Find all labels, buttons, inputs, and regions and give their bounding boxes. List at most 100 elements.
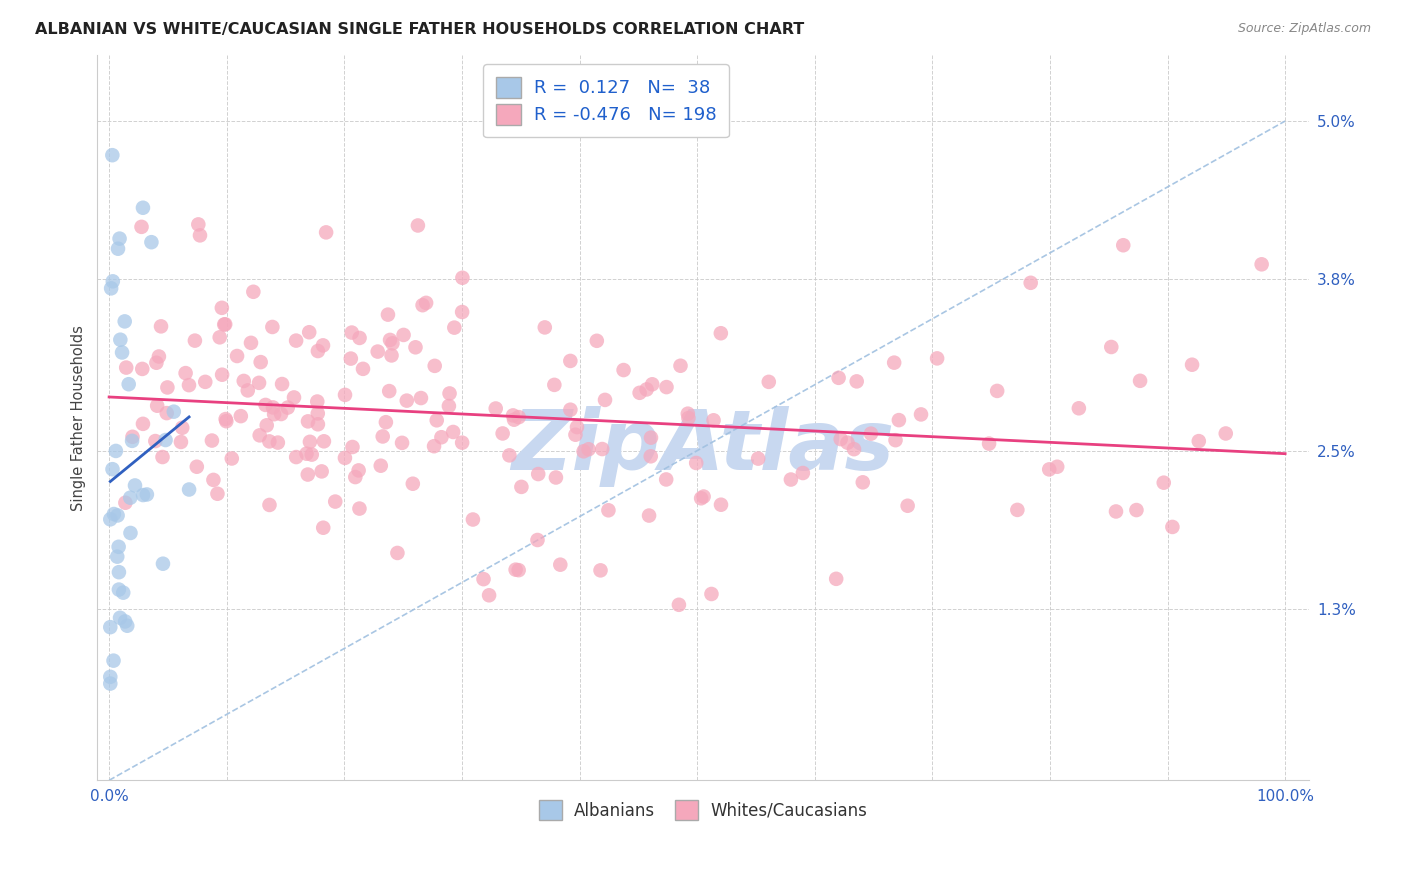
- Point: [285, 334, 308, 348]
- Point: [211, 368, 233, 382]
- Point: [1007, 503, 1029, 517]
- Point: [100, 281, 122, 295]
- Point: [505, 563, 527, 577]
- Point: [593, 392, 616, 407]
- Point: [367, 344, 389, 359]
- Point: [271, 377, 294, 392]
- Point: [110, 333, 132, 347]
- Point: [150, 319, 173, 334]
- Point: [349, 501, 371, 516]
- Point: [510, 480, 533, 494]
- Point: [655, 473, 678, 487]
- Point: [415, 296, 437, 310]
- Point: [188, 228, 211, 243]
- Point: [311, 464, 333, 478]
- Point: [423, 439, 446, 453]
- Point: [1112, 238, 1135, 252]
- Point: [285, 450, 308, 464]
- Point: [1019, 276, 1042, 290]
- Point: [98, 620, 121, 634]
- Point: [108, 611, 131, 625]
- Point: [236, 384, 259, 398]
- Point: [315, 226, 337, 240]
- Point: [247, 376, 270, 390]
- Point: [111, 345, 134, 359]
- Point: [423, 359, 446, 373]
- Point: [229, 409, 252, 424]
- Point: [143, 434, 166, 448]
- Point: [172, 421, 194, 435]
- Point: [249, 355, 271, 369]
- Point: [104, 444, 127, 458]
- Point: [560, 402, 582, 417]
- Point: [121, 434, 143, 448]
- Point: [409, 391, 432, 405]
- Point: [212, 318, 235, 332]
- Point: [240, 335, 263, 350]
- Point: [301, 448, 323, 462]
- Point: [117, 619, 139, 633]
- Point: [533, 320, 555, 334]
- Point: [259, 434, 281, 449]
- Point: [201, 434, 224, 448]
- Point: [628, 385, 651, 400]
- Point: [340, 351, 363, 366]
- Point: [297, 414, 319, 428]
- Point: [655, 380, 678, 394]
- Point: [1161, 520, 1184, 534]
- Point: [591, 442, 613, 456]
- Point: [101, 462, 124, 476]
- Text: Source: ZipAtlas.com: Source: ZipAtlas.com: [1237, 22, 1371, 36]
- Point: [121, 430, 143, 444]
- Point: [485, 401, 508, 416]
- Point: [910, 408, 932, 422]
- Point: [342, 440, 364, 454]
- Point: [1038, 462, 1060, 476]
- Point: [374, 415, 396, 429]
- Point: [405, 340, 427, 354]
- Point: [120, 491, 142, 505]
- Point: [170, 434, 193, 449]
- Point: [108, 232, 131, 246]
- Point: [678, 411, 700, 425]
- Point: [98, 670, 121, 684]
- Point: [1129, 374, 1152, 388]
- Point: [307, 407, 329, 421]
- Point: [780, 473, 803, 487]
- Point: [108, 582, 131, 597]
- Point: [347, 463, 370, 477]
- Point: [380, 348, 402, 362]
- Point: [669, 359, 692, 373]
- Point: [526, 533, 548, 547]
- Point: [256, 418, 278, 433]
- Point: [825, 572, 848, 586]
- Point: [430, 430, 453, 444]
- Point: [1181, 358, 1204, 372]
- Point: [307, 417, 329, 432]
- Point: [437, 399, 460, 413]
- Point: [638, 508, 661, 523]
- Point: [585, 334, 607, 348]
- Point: [277, 401, 299, 415]
- Point: [259, 498, 281, 512]
- Point: [112, 585, 135, 599]
- Point: [107, 508, 129, 523]
- Point: [333, 450, 356, 465]
- Point: [214, 412, 236, 426]
- Point: [391, 435, 413, 450]
- Point: [146, 399, 169, 413]
- Point: [118, 377, 141, 392]
- Point: [202, 473, 225, 487]
- Point: [544, 470, 567, 484]
- Point: [640, 431, 662, 445]
- Point: [747, 451, 769, 466]
- Point: [370, 458, 392, 473]
- Point: [221, 451, 243, 466]
- Point: [412, 298, 434, 312]
- Point: [131, 219, 153, 234]
- Point: [508, 563, 530, 577]
- Point: [451, 435, 474, 450]
- Point: [263, 407, 285, 421]
- Point: [101, 148, 124, 162]
- Point: [461, 512, 484, 526]
